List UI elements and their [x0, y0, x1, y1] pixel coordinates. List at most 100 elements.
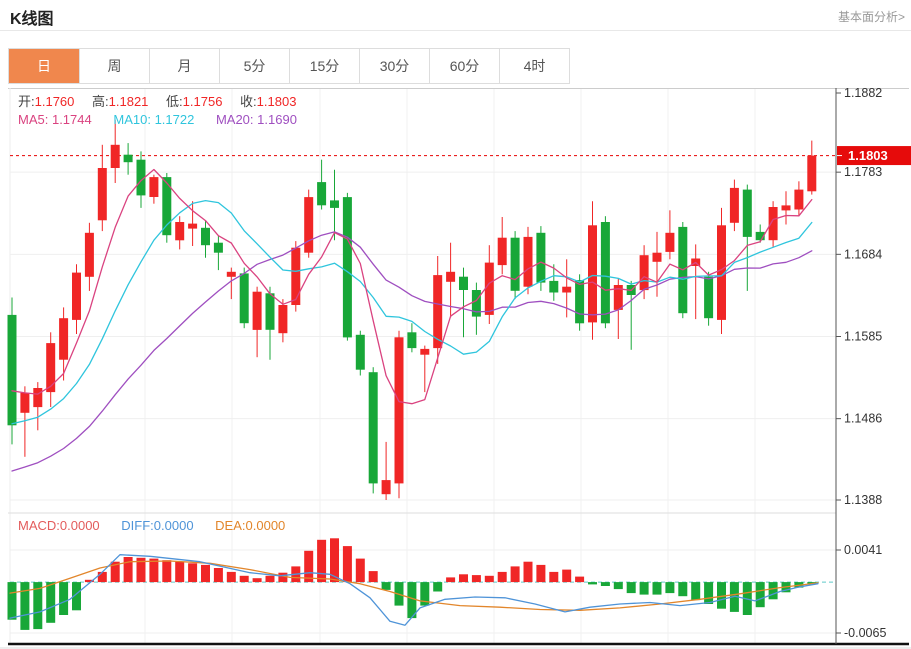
macd-bar	[717, 582, 726, 609]
dea-value: 0.0000	[245, 518, 286, 533]
candle-body	[188, 223, 198, 229]
close-label: 收:	[240, 94, 257, 109]
candle-body	[755, 231, 765, 241]
macd-bar	[755, 582, 765, 608]
macd-bar	[317, 539, 327, 583]
candle-body	[549, 280, 559, 293]
macd-bar	[342, 546, 352, 583]
candle-body	[355, 334, 365, 370]
macd-bar	[252, 578, 262, 583]
candle-body	[123, 154, 133, 163]
candle-body	[471, 290, 481, 317]
candle-body	[420, 348, 430, 355]
candle-body	[652, 252, 662, 262]
candle-body	[729, 187, 739, 223]
macd-bar	[20, 582, 30, 630]
ma5-line	[11, 168, 813, 405]
candle-body	[742, 189, 752, 237]
macd-bar	[471, 575, 481, 583]
macd-bar	[510, 566, 520, 583]
macd-bar	[265, 575, 275, 583]
tab-15min[interactable]: 15分	[289, 49, 359, 83]
macd-bar	[665, 582, 675, 594]
macd-bar	[446, 577, 456, 583]
period-tabbar: 日周月 5分 15分 30分 60分 4时	[8, 48, 570, 84]
tab-30min[interactable]: 30分	[359, 49, 429, 83]
candle-body	[497, 237, 507, 266]
candle-body	[665, 232, 675, 252]
candle-body	[175, 222, 185, 241]
macd-info-row: MACD:0.0000 DIFF:0.0000 DEA:0.0000	[18, 518, 285, 534]
macd-bar	[652, 582, 662, 595]
candle-body	[342, 197, 352, 338]
macd-bar	[304, 550, 314, 583]
tab-60min[interactable]: 60分	[429, 49, 499, 83]
macd-bar	[368, 571, 378, 583]
candle-body	[510, 237, 520, 291]
candle-body	[46, 343, 56, 393]
ohlc-info-row: 开:1.1760 高:1.1821 低:1.1756 收:1.1803	[18, 94, 296, 110]
tab-5min[interactable]: 5分	[219, 49, 289, 83]
candle-body	[446, 271, 456, 282]
candle-body	[136, 159, 146, 196]
diff-label: DIFF:0.0000	[121, 518, 194, 533]
candle-body	[562, 286, 572, 293]
tab-day[interactable]: 日	[9, 49, 79, 83]
diff-value: 0.0000	[153, 518, 194, 533]
high-label: 高:	[92, 94, 109, 109]
open-value: 1.1760	[34, 94, 75, 109]
price-axis-label: 1.1684	[844, 247, 882, 261]
candle-body	[600, 222, 610, 324]
candle-body	[639, 255, 649, 291]
candle-body	[781, 205, 791, 211]
candle-body	[7, 314, 17, 426]
candle-body	[704, 276, 714, 319]
candle-body	[381, 480, 391, 495]
macd-label: MACD:0.0000	[18, 518, 100, 533]
macd-bar	[626, 582, 636, 594]
ma-info-row: MA5: 1.1744 MA10: 1.1722 MA20: 1.1690	[18, 112, 297, 128]
macd-bar	[613, 582, 623, 590]
candle-body	[33, 388, 43, 408]
macd-bar	[46, 582, 56, 623]
macd-bar	[678, 582, 688, 597]
ma10-line	[11, 199, 813, 425]
tab-4hour[interactable]: 4时	[499, 49, 569, 83]
candle-body	[536, 232, 546, 283]
tab-month[interactable]: 月	[149, 49, 219, 83]
candle-body	[20, 392, 30, 413]
ma5-label: MA5: 1.1744	[18, 112, 92, 127]
candle-body	[807, 155, 817, 192]
ma20-value: 1.1690	[257, 112, 297, 127]
macd-bar	[588, 582, 597, 585]
price-axis-label: 1.1783	[844, 165, 882, 179]
macd-bar	[72, 582, 81, 611]
macd-axis-label: 0.0041	[844, 543, 882, 557]
macd-bar	[639, 582, 649, 595]
candle-body	[794, 189, 804, 210]
candle-body	[304, 197, 314, 253]
macd-histogram	[7, 538, 817, 630]
candle-body	[330, 200, 339, 208]
macd-bar	[433, 582, 443, 592]
macd-bar	[459, 574, 468, 583]
candle-body	[84, 232, 94, 277]
macd-bar	[213, 568, 223, 583]
candle-body	[97, 168, 107, 221]
macd-bar	[484, 575, 494, 583]
diff-line	[9, 554, 819, 626]
macd-bar	[188, 563, 198, 583]
tab-week[interactable]: 周	[79, 49, 149, 83]
fundamental-analysis-link[interactable]: 基本面分析>	[837, 10, 905, 24]
macd-bar	[226, 571, 236, 583]
page-title: K线图	[10, 11, 54, 28]
macd-bar	[536, 564, 546, 583]
candle-body	[459, 276, 468, 290]
close-value: 1.1803	[256, 94, 297, 109]
macd-bar	[600, 582, 610, 586]
macd-bar	[123, 557, 133, 583]
ma10-value: 1.1722	[154, 112, 195, 127]
macd-bar	[278, 572, 288, 583]
